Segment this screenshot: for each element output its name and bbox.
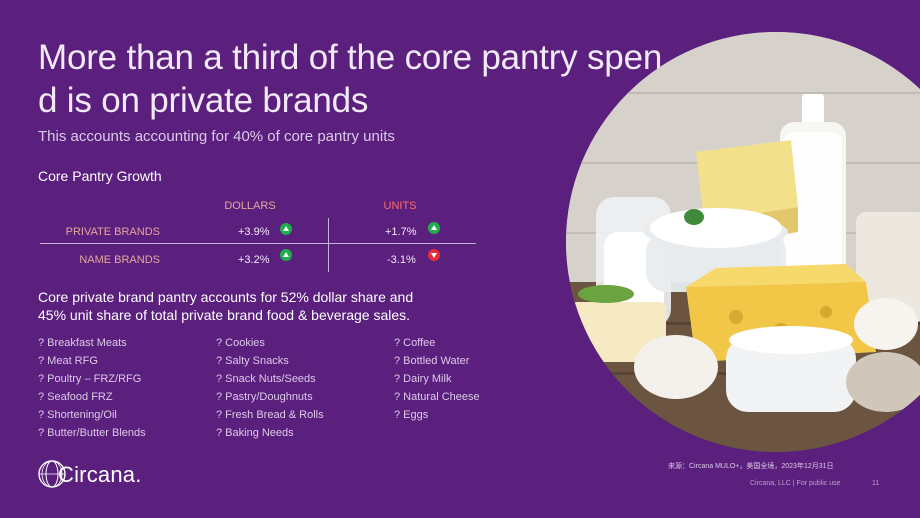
list-item: ? Breakfast Meats [38, 337, 127, 349]
column-divider [328, 218, 329, 272]
dairy-illustration [566, 32, 920, 452]
name-brands-units: -3.1% [387, 254, 416, 266]
growth-table: DOLLARS UNITS PRIVATE BRANDS +3.9% +1.7%… [40, 196, 476, 276]
list-item: ? Seafood FRZ [38, 391, 113, 403]
row-label-private-brands: PRIVATE BRANDS [65, 226, 160, 238]
list-item: ? Salty Snacks [216, 355, 289, 367]
units-column-header: UNITS [383, 200, 417, 212]
growth-section-title: Core Pantry Growth [38, 168, 162, 184]
row-divider [40, 243, 476, 244]
row-label-name-brands: NAME BRANDS [79, 254, 160, 266]
list-item: ? Bottled Water [394, 355, 470, 367]
source-note: 来源：Circana MULO+，美国全境，2023年12月31日 [668, 463, 834, 470]
category-list-1: ? Breakfast Meats ? Meat RFG ? Poultry –… [38, 334, 146, 442]
down-arrow-icon [428, 249, 440, 261]
list-item: ? Poultry – FRZ/RFG [38, 373, 142, 385]
category-list-3: ? Coffee ? Bottled Water ? Dairy Milk ? … [394, 334, 480, 424]
dairy-products-photo [566, 32, 920, 452]
list-item: ? Eggs [394, 409, 429, 421]
list-item: ? Fresh Bread & Rolls [216, 409, 324, 421]
list-item: ? Cookies [216, 337, 265, 349]
list-item: ? Natural Cheese [394, 391, 480, 403]
page-number: 11 [872, 480, 880, 487]
brand-logo-text: Circana. [58, 462, 142, 487]
private-brands-units: +1.7% [385, 226, 417, 238]
share-statement: Core private brand pantry accounts for 5… [38, 289, 414, 323]
page-title: More than a third of the core pantry spe… [38, 38, 663, 120]
dollars-column-header: DOLLARS [224, 200, 276, 212]
list-item: ? Butter/Butter Blends [38, 427, 146, 439]
circana-globe-icon [38, 460, 66, 488]
list-item: ? Coffee [394, 337, 436, 349]
list-item: ? Pastry/Doughnuts [216, 391, 313, 403]
list-item: ? Meat RFG [38, 355, 98, 367]
name-brands-dollars: +3.2% [238, 254, 270, 266]
category-list-2: ? Cookies ? Salty Snacks ? Snack Nuts/Se… [216, 334, 324, 442]
footer-text: Circana, LLC | For public use [750, 480, 841, 487]
up-arrow-icon [280, 223, 292, 235]
list-item: ? Dairy Milk [394, 373, 452, 385]
page-subtitle: This accounts accounting for 40% of core… [38, 128, 395, 145]
list-item: ? Shortening/Oil [38, 409, 117, 421]
list-item: ? Baking Needs [216, 427, 294, 439]
up-arrow-icon [428, 222, 440, 234]
up-arrow-icon [280, 249, 292, 261]
private-brands-dollars: +3.9% [238, 226, 270, 238]
list-item: ? Snack Nuts/Seeds [216, 373, 316, 385]
